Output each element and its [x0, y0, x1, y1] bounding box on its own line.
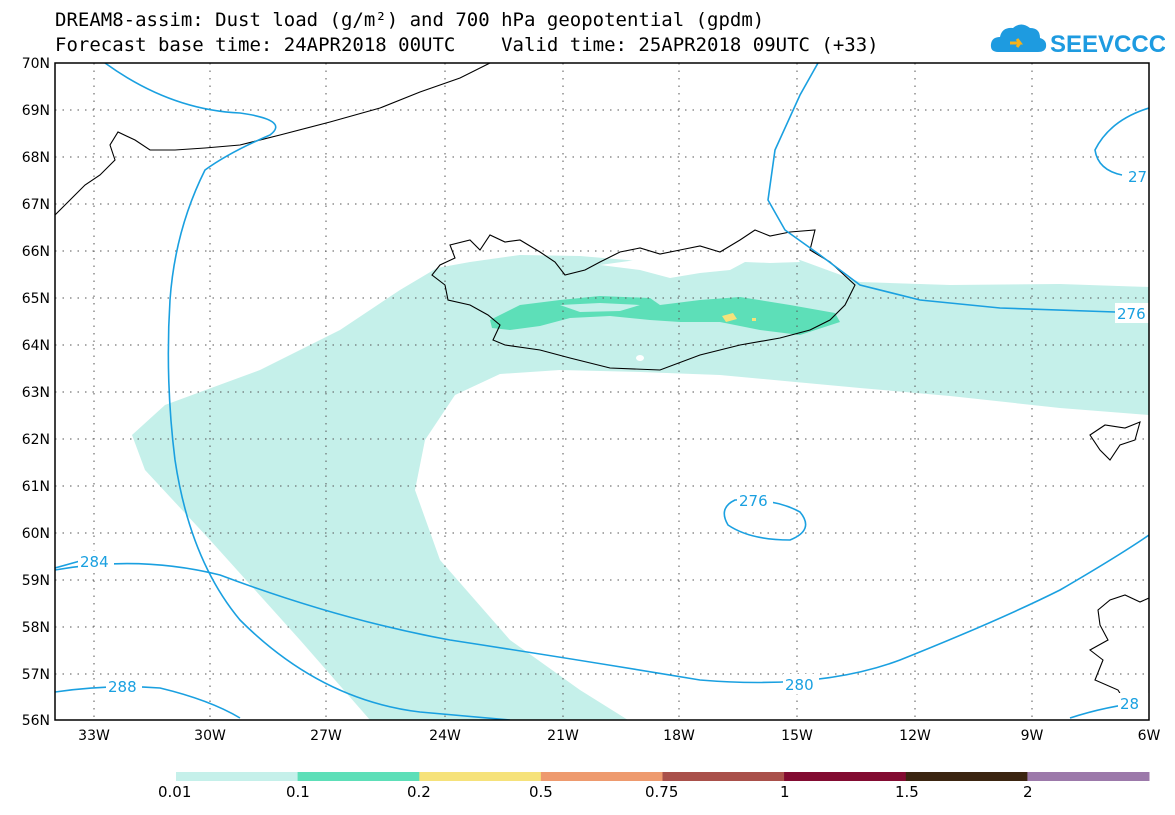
contour-label: 276 — [1117, 305, 1146, 323]
contour-label: 276 — [739, 492, 768, 510]
lat-label: 63N — [22, 385, 50, 401]
latitude-labels: 56N 57N 58N 59N 60N 61N 62N 63N 64N 65N … — [22, 56, 50, 729]
dust-area-0.01 — [132, 255, 1149, 720]
lat-label: 62N — [22, 432, 50, 448]
lon-label: 30W — [194, 728, 226, 744]
lat-label: 65N — [22, 291, 50, 307]
map-frame — [54, 62, 1150, 721]
colorbar-label: 2 — [1023, 783, 1033, 801]
map-subtitle: Forecast base time: 24APR2018 00UTC Vali… — [55, 34, 879, 56]
contour-label: 280 — [785, 676, 814, 694]
contour-276-north — [767, 63, 1149, 313]
contour-276-closed — [723, 498, 807, 541]
lat-label: 64N — [22, 338, 50, 354]
lat-label: 70N — [22, 56, 50, 72]
dust-area-0.1-gap — [560, 303, 640, 312]
greenland-coast — [55, 63, 491, 216]
lat-label: 57N — [22, 667, 50, 683]
lon-label: 15W — [781, 728, 813, 744]
colorbar-label: 0.1 — [286, 783, 310, 801]
longitude-labels: 33W 30W 27W 24W 21W 18W 15W 12W 9W 6W — [78, 728, 1160, 744]
colorbar-label: 0.5 — [529, 783, 553, 801]
colorbar-swatch — [297, 772, 420, 781]
colorbar-label: 0.01 — [158, 783, 192, 801]
colorbar-swatch — [176, 772, 299, 781]
colorbar — [176, 772, 1150, 781]
faroe-coast — [1089, 421, 1141, 461]
lon-label: 6W — [1138, 728, 1161, 744]
lon-label: 33W — [78, 728, 110, 744]
colorbar-swatch — [540, 772, 663, 781]
contour-288 — [55, 685, 241, 719]
lat-label: 56N — [22, 713, 50, 729]
lat-label: 66N — [22, 244, 50, 260]
colorbar-label: 0.75 — [645, 783, 679, 801]
lat-label: 58N — [22, 620, 50, 636]
geopotential-contours — [55, 63, 1149, 720]
seevccc-logo: SEEVCCC — [990, 24, 1165, 58]
lon-label: 21W — [547, 728, 579, 744]
contour-label: 288 — [108, 678, 137, 696]
contour-label: 284 — [80, 553, 109, 571]
colorbar-label: 0.2 — [407, 783, 431, 801]
lat-label: 60N — [22, 526, 50, 542]
lat-label: 67N — [22, 197, 50, 213]
colorbar-swatch — [1027, 772, 1150, 781]
colorbar-swatch — [784, 772, 907, 781]
contour-label: 28 — [1120, 695, 1139, 713]
colorbar-swatch — [662, 772, 785, 781]
scotland-coast — [1089, 594, 1149, 711]
lat-label: 61N — [22, 479, 50, 495]
lat-label: 68N — [22, 150, 50, 166]
cloud-icon — [990, 24, 1047, 52]
lon-label: 9W — [1021, 728, 1044, 744]
lon-label: 12W — [899, 728, 931, 744]
contour-276-cut — [104, 63, 511, 720]
coastline — [55, 63, 1149, 711]
lon-label: 24W — [429, 728, 461, 744]
lat-label: 59N — [22, 573, 50, 589]
lon-label: 27W — [310, 728, 342, 744]
colorbar-label: 1 — [780, 783, 790, 801]
map-title: DREAM8-assim: Dust load (g/m²) and 700 h… — [55, 9, 765, 31]
dust-hole — [600, 255, 800, 278]
logo-text: SEEVCCC — [1050, 31, 1165, 58]
lat-label: 69N — [22, 103, 50, 119]
contour-27-ne — [1094, 107, 1149, 176]
contour-284 — [55, 560, 81, 569]
contour-280 — [55, 534, 1149, 684]
colorbar-label: 1.5 — [895, 783, 919, 801]
colorbar-swatch — [419, 772, 542, 781]
lon-label: 18W — [663, 728, 695, 744]
colorbar-swatch — [905, 772, 1028, 781]
iceland-coast — [431, 229, 856, 371]
contour-label: 27 — [1128, 168, 1147, 186]
dust-area-0.2 — [722, 313, 737, 322]
